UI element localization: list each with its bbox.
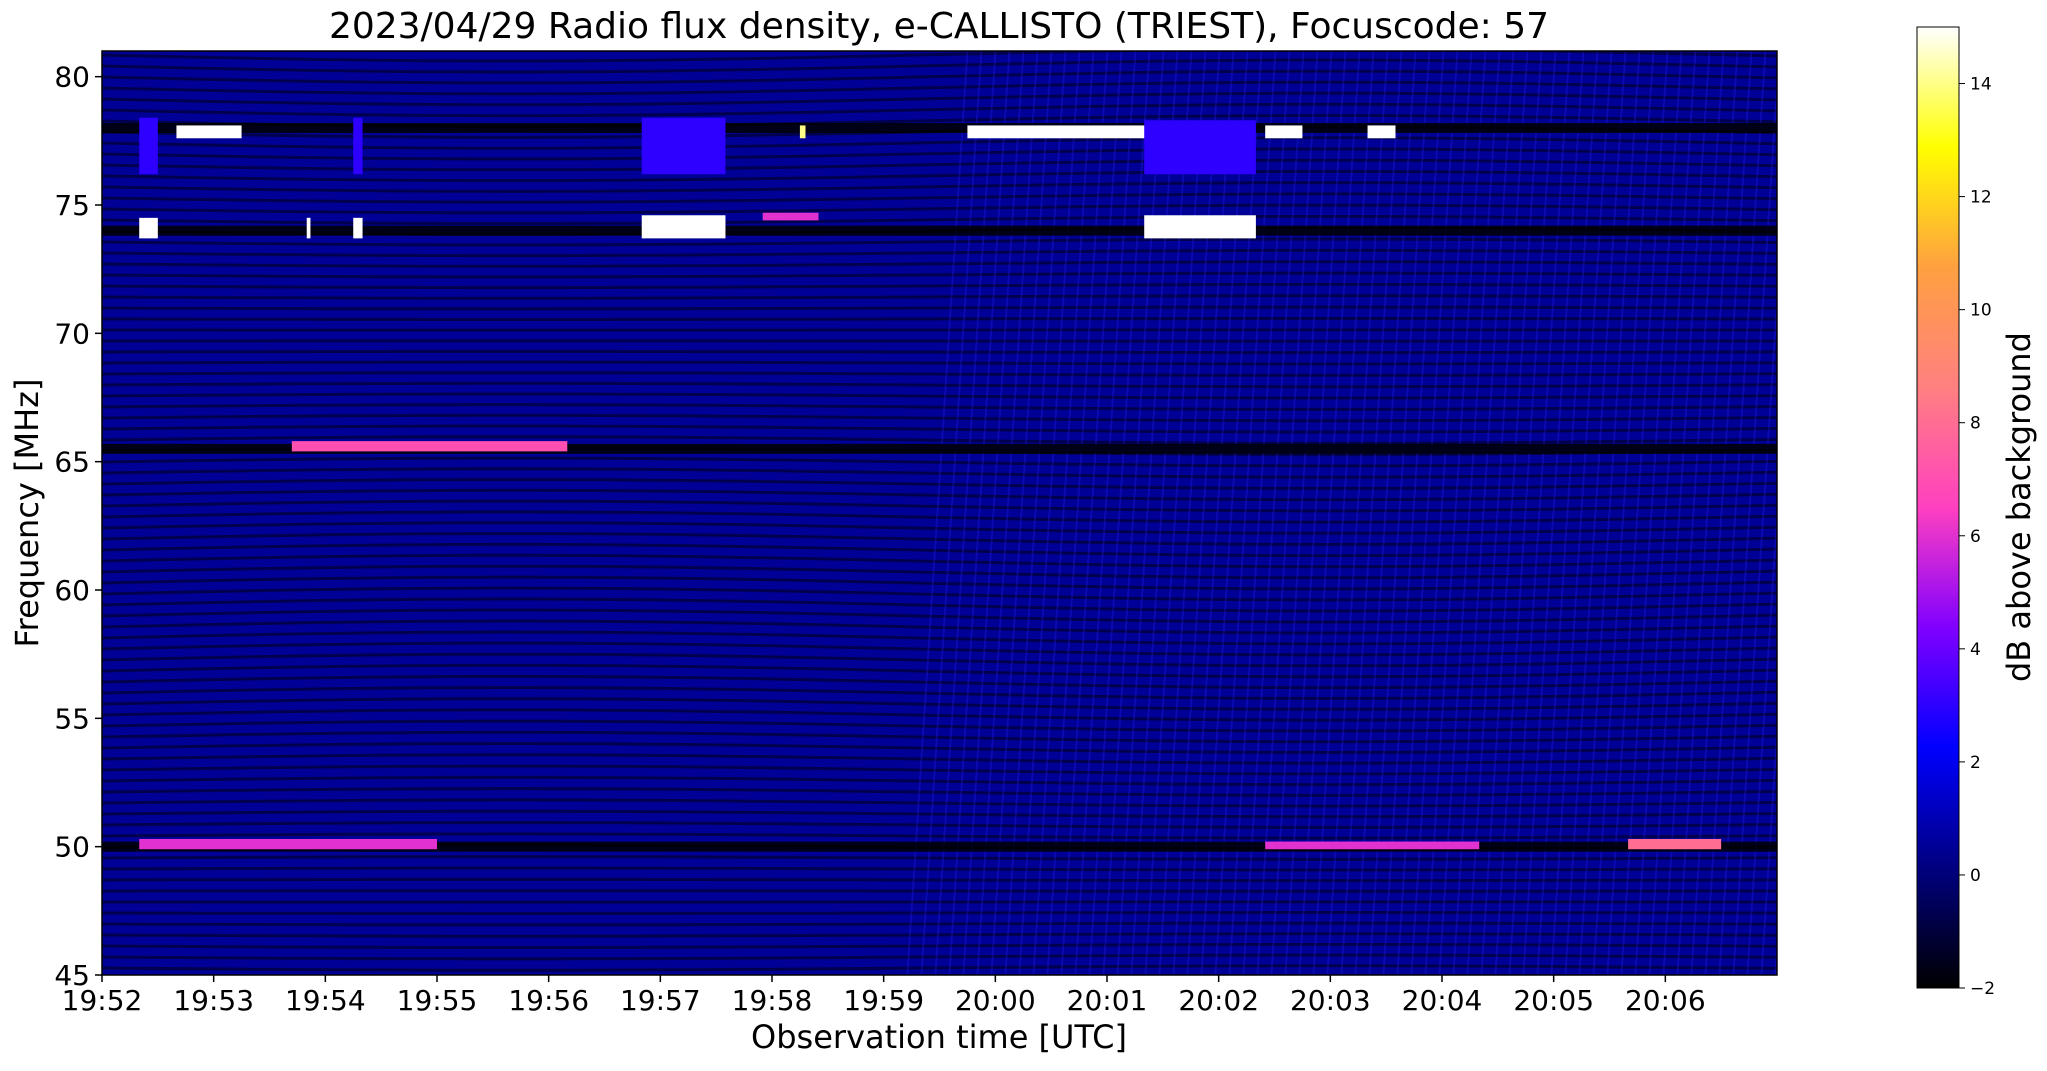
x-tick-label: 20:02 [1178, 984, 1259, 1017]
burst-event [307, 218, 311, 239]
burst-event [642, 215, 726, 238]
colorbar-tick-label: −2 [1970, 979, 1995, 999]
colorbar-tick-label: 8 [1970, 414, 1981, 434]
burst-event [353, 118, 362, 174]
burst-event [139, 218, 158, 239]
x-tick-label: 19:53 [173, 984, 254, 1017]
x-tick-label: 20:06 [1625, 984, 1706, 1017]
burst-event [353, 218, 362, 239]
colorbar-tick-label: 10 [1970, 301, 1992, 321]
burst-event [292, 441, 567, 451]
chart-title: 2023/04/29 Radio flux density, e-CALLIST… [329, 6, 1549, 47]
colorbar-ticks: −2 0 2 4 6 8 10 12 14 [1959, 75, 1995, 999]
colorbar-tick-label: 4 [1970, 640, 1981, 660]
texture-stripe [102, 891, 1777, 892]
x-tick-label: 19:55 [397, 984, 478, 1017]
x-tick-label: 20:04 [1402, 984, 1483, 1017]
burst-event [642, 118, 726, 174]
burst-event [1368, 125, 1396, 138]
burst-event [139, 839, 437, 849]
x-tick-label: 19:58 [732, 984, 813, 1017]
y-tick-label: 45 [54, 959, 90, 992]
burst-event [1144, 120, 1256, 174]
x-tick-label: 19:57 [620, 984, 701, 1017]
x-tick-label: 20:05 [1513, 984, 1594, 1017]
x-axis-label: Observation time [UTC] [751, 1018, 1127, 1056]
colorbar-tick-label: 6 [1970, 527, 1981, 547]
burst-event [176, 125, 241, 138]
x-tick-label: 19:56 [508, 984, 589, 1017]
x-tick-label: 19:59 [843, 984, 924, 1017]
burst-event [1144, 215, 1256, 238]
texture-stripe [102, 362, 1777, 364]
y-tick-label: 65 [54, 446, 90, 479]
colorbar-fill [1917, 27, 1959, 988]
y-tick-label: 75 [54, 189, 90, 222]
burst-event [800, 125, 806, 138]
x-tick-label: 20:03 [1290, 984, 1371, 1017]
burst-event [1628, 839, 1721, 849]
colorbar-tick-label: 14 [1970, 75, 1992, 95]
burst-event [139, 118, 158, 174]
y-tick-label: 60 [54, 574, 90, 607]
colorbar-tick-label: 0 [1970, 866, 1981, 886]
colorbar: −2 0 2 4 6 8 10 12 14 dB above background [1917, 27, 2038, 999]
y-axis-label: Frequency [MHz] [8, 379, 46, 648]
y-tick-label: 55 [54, 702, 90, 735]
x-tick-label: 19:54 [285, 984, 366, 1017]
colorbar-label: dB above background [2000, 332, 2038, 682]
plot-area [102, 49, 1835, 975]
burst-event [763, 213, 819, 221]
x-tick-label: 20:00 [955, 984, 1036, 1017]
burst-event [1265, 842, 1479, 850]
burst-event [1265, 125, 1302, 138]
texture-stripe [102, 351, 1777, 352]
colorbar-tick-label: 2 [1970, 753, 1981, 773]
texture-hatch [1775, 51, 1835, 975]
colorbar-tick-label: 12 [1970, 188, 1992, 208]
y-tick-label: 80 [54, 61, 90, 94]
y-axis: 45 50 55 60 65 70 75 80 [54, 61, 102, 992]
texture-stripe [102, 879, 1777, 880]
y-tick-label: 50 [54, 831, 90, 864]
x-tick-label: 20:01 [1067, 984, 1148, 1017]
texture-stripe [102, 319, 1777, 320]
y-tick-label: 70 [54, 317, 90, 350]
